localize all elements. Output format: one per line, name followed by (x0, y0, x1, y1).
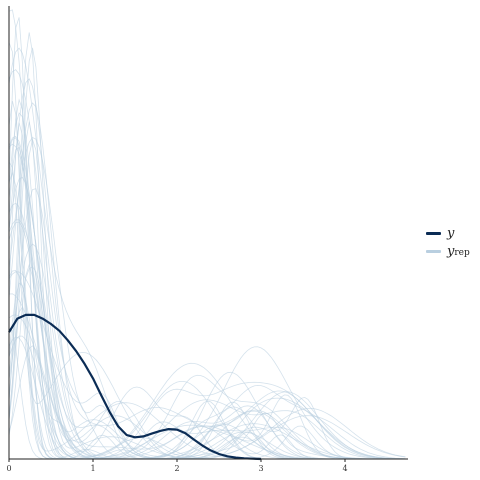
legend-subscript-rep: rep (454, 247, 470, 258)
y-density-line (8, 313, 262, 461)
yrep-density-line (8, 98, 406, 460)
yrep-density-line (8, 306, 406, 460)
legend-item-yrep: yrep (426, 242, 476, 260)
yrep-density-line (8, 101, 406, 460)
x-tick-label: 1 (90, 464, 95, 473)
yrep-density-line (8, 270, 406, 460)
yrep-density-line (8, 146, 406, 460)
x-tick-label: 3 (258, 464, 263, 473)
x-tick-label: 4 (342, 464, 347, 473)
x-axis-ticks: 0 1 2 3 4 (6, 459, 348, 473)
yrep-density-line (8, 137, 406, 460)
yrep-density-line (8, 266, 406, 460)
yrep-series-group (8, 9, 406, 460)
legend-label-y: y (447, 225, 455, 241)
legend-swatch-y (426, 231, 441, 235)
yrep-density-line (8, 143, 406, 460)
legend-label-yrep: yrep (447, 243, 470, 259)
x-tick-label: 2 (174, 464, 179, 473)
yrep-density-line (8, 176, 406, 460)
x-tick-label: 0 (6, 464, 11, 473)
yrep-density-line (8, 137, 406, 460)
yrep-density-line (8, 314, 406, 460)
yrep-density-line (8, 136, 406, 460)
legend-swatch-yrep (426, 249, 441, 253)
yrep-density-line (8, 263, 406, 460)
yrep-density-line (8, 271, 406, 460)
yrep-density-line (8, 135, 406, 460)
legend: y yrep (426, 224, 476, 260)
legend-item-y: y (426, 224, 476, 242)
